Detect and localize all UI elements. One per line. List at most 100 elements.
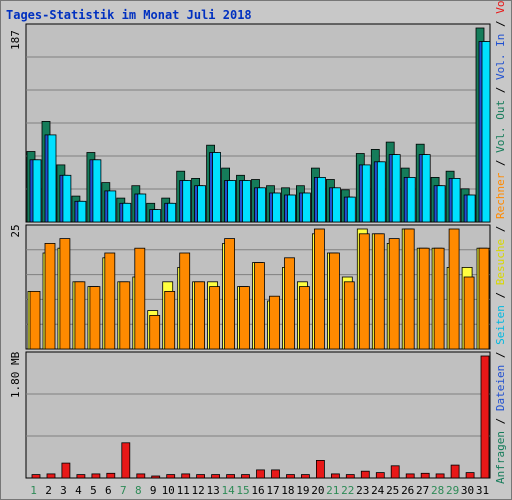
legend-besuche: Besuche [494, 239, 507, 285]
day-label-17: 17 [266, 484, 279, 497]
middle-bar-rechner-day-21 [328, 252, 340, 350]
day-label-18: 18 [281, 484, 294, 497]
day-label-30: 30 [461, 484, 474, 497]
day-label-2: 2 [45, 484, 52, 497]
middle-bar-rechner-day-16 [254, 262, 265, 350]
top-bar-seiten-day-20 [316, 176, 326, 223]
day-label-21: 21 [326, 484, 339, 497]
legend-seiten: Seiten [494, 305, 507, 345]
day-label-24: 24 [371, 484, 385, 497]
middle-bar-rechner-day-14 [224, 238, 236, 350]
legend-separator: / [494, 345, 507, 365]
top-bar-seiten-day-10 [167, 202, 177, 223]
day-label-1: 1 [30, 484, 37, 497]
day-label-6: 6 [105, 484, 112, 497]
bottom-bar-volumen-day-22 [345, 474, 355, 479]
day-label-19: 19 [296, 484, 309, 497]
top-bar-seiten-day-1 [32, 159, 42, 223]
legend-vol-out: Vol. Out [494, 100, 507, 153]
day-label-13: 13 [206, 484, 219, 497]
bottom-bar-volumen-day-18 [286, 474, 295, 479]
bottom-bar-volumen-day-23 [360, 470, 370, 479]
top-bar-seiten-day-14 [227, 180, 237, 223]
top-bar-seiten-day-4 [77, 200, 87, 223]
top-bar-seiten-day-25 [391, 154, 401, 223]
legend-separator: / [494, 219, 507, 239]
day-label-15: 15 [236, 484, 249, 497]
middle-bar-rechner-day-6 [104, 252, 116, 350]
day-label-12: 12 [191, 484, 204, 497]
bottom-bar-volumen-day-16 [256, 469, 265, 479]
legend-dateien: Dateien [494, 365, 507, 411]
legend-separator: / [494, 153, 507, 173]
top-bar-seiten-day-11 [182, 180, 192, 223]
middle-bar-rechner-day-25 [388, 238, 400, 350]
bottom-bar-volumen-day-20 [315, 459, 325, 479]
legend-volumen: Volumen [494, 0, 507, 14]
top-bar-seiten-day-16 [257, 187, 266, 223]
bottom-bar-volumen-day-9 [151, 475, 161, 479]
top-bar-seiten-day-9 [152, 209, 162, 223]
top-bar-seiten-day-30 [466, 194, 476, 223]
bottom-panel-ymax-label: 1.80 MB [9, 351, 22, 398]
day-label-20: 20 [311, 484, 324, 497]
bottom-bar-volumen-day-28 [435, 473, 445, 479]
top-bar-seiten-day-19 [301, 192, 311, 223]
right-legend-text: Anfragen / Dateien / Seiten / Besuche / … [494, 0, 507, 484]
bottom-bar-volumen-day-3 [61, 462, 71, 479]
bottom-bar-volumen-day-26 [405, 473, 415, 479]
middle-bar-rechner-day-9 [149, 314, 161, 350]
bottom-panel-bg [25, 351, 491, 479]
middle-bar-rechner-day-15 [239, 286, 250, 350]
day-label-28: 28 [431, 484, 444, 497]
top-bar-seiten-day-12 [197, 185, 207, 223]
top-panel-ymax-label: 187 [9, 30, 22, 50]
day-label-10: 10 [162, 484, 175, 497]
legend-rechner: Rechner [494, 172, 507, 219]
middle-bar-rechner-day-20 [313, 228, 325, 350]
middle-bar-rechner-day-2 [44, 242, 56, 350]
bottom-panel [25, 351, 491, 479]
day-label-4: 4 [75, 484, 82, 497]
bottom-bar-volumen-day-17 [271, 469, 280, 479]
day-label-8: 8 [135, 484, 142, 497]
middle-bar-rechner-day-17 [269, 295, 280, 350]
day-label-3: 3 [60, 484, 67, 497]
day-label-31: 31 [476, 484, 489, 497]
bottom-bar-volumen-day-27 [420, 472, 430, 479]
day-label-27: 27 [416, 484, 429, 497]
bottom-bar-volumen-day-31 [480, 355, 490, 479]
bottom-bar-volumen-day-12 [196, 474, 206, 479]
middle-bar-rechner-day-29 [448, 228, 460, 350]
middle-bar-rechner-day-24 [373, 233, 385, 350]
top-bar-seiten-day-2 [47, 134, 57, 223]
legend-anfragen: Anfragen [494, 431, 507, 484]
top-bar-seiten-day-21 [331, 187, 341, 223]
bottom-bar-volumen-day-8 [136, 473, 146, 479]
day-label-14: 14 [221, 484, 235, 497]
legend-vol-in: Vol. In [494, 34, 507, 80]
day-label-9: 9 [150, 484, 157, 497]
top-bar-seiten-day-13 [212, 152, 222, 223]
bottom-bar-volumen-day-19 [300, 474, 310, 479]
middle-bar-rechner-day-7 [119, 281, 131, 350]
middle-bar-rechner-day-3 [59, 238, 71, 350]
day-label-22: 22 [341, 484, 354, 497]
day-label-26: 26 [401, 484, 414, 497]
legend-separator: / [494, 80, 507, 100]
top-bar-seiten-day-5 [92, 159, 102, 223]
middle-bar-rechner-day-5 [89, 286, 101, 350]
middle-bar-rechner-day-26 [403, 228, 415, 350]
top-bar-seiten-day-22 [346, 196, 356, 223]
bottom-bar-volumen-day-24 [375, 472, 385, 479]
bottom-bar-volumen-day-13 [211, 474, 221, 479]
legend-separator: / [494, 14, 507, 34]
top-bar-seiten-day-31 [481, 41, 491, 223]
top-panel [25, 23, 491, 223]
middle-bar-rechner-day-1 [29, 290, 41, 350]
middle-bar-rechner-day-19 [298, 286, 310, 350]
day-label-25: 25 [386, 484, 399, 497]
top-bar-seiten-day-26 [406, 176, 416, 223]
bottom-bar-volumen-day-5 [91, 473, 101, 479]
middle-panel [25, 224, 491, 350]
